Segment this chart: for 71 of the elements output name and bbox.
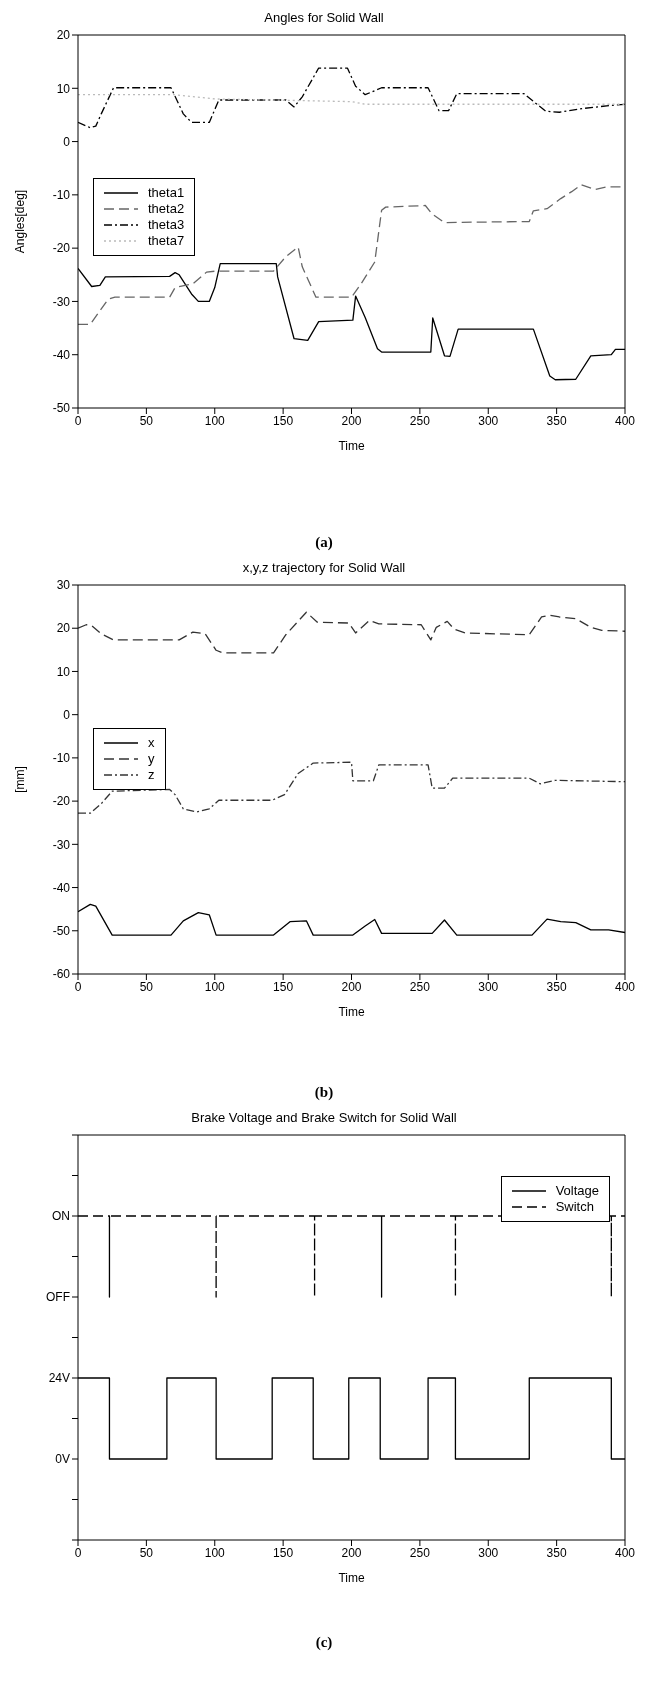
y-tick-label: -30 — [52, 837, 71, 852]
x-tick-label: 400 — [614, 1545, 636, 1560]
x-axis-title: Time — [338, 1005, 365, 1019]
x-tick-label: 250 — [409, 979, 431, 994]
y-tick-label: 24V — [48, 1371, 70, 1386]
x-axis-title: Time — [338, 439, 365, 453]
x-tick-label: 0 — [74, 413, 82, 428]
y-tick-label: 0 — [63, 707, 71, 722]
x-tick-label: 300 — [478, 413, 499, 428]
chart-title: Angles for Solid Wall — [263, 9, 385, 27]
legend-label: Switch — [555, 1199, 594, 1215]
y-tick-label: -10 — [52, 188, 71, 203]
x-tick-label: 400 — [614, 413, 636, 428]
x-tick-label: 200 — [341, 413, 362, 428]
y-tick-label: 10 — [56, 81, 71, 96]
y-tick-label: 0 — [63, 134, 71, 149]
legend-label: x — [148, 735, 155, 751]
x-tick-label: 300 — [478, 979, 499, 994]
x-tick-label: 350 — [546, 413, 567, 428]
x-tick-label: 150 — [273, 413, 294, 428]
y-tick-label: 30 — [56, 578, 71, 593]
y-tick-label: -50 — [52, 924, 71, 939]
x-tick-label: 200 — [341, 1545, 362, 1560]
y-tick-label: -20 — [52, 241, 71, 256]
x-tick-label: 350 — [546, 1545, 567, 1560]
legend-label: theta2 — [148, 201, 185, 217]
y-tick-label: -50 — [52, 401, 71, 416]
y-tick-label: 10 — [56, 664, 71, 679]
y-tick-label: 20 — [56, 28, 71, 43]
legend-label: z — [148, 767, 155, 783]
y-tick-label: -30 — [52, 294, 71, 309]
x-tick-label: 0 — [74, 1545, 82, 1560]
y-tick-label: 0V — [55, 1452, 70, 1467]
y-axis-title: Angles[deg] — [13, 189, 28, 254]
x-tick-label: 100 — [204, 1545, 226, 1560]
y-tick-label: -20 — [52, 794, 71, 809]
text: (b) — [313, 1084, 335, 1102]
x-tick-label: 50 — [139, 1545, 154, 1560]
legend-label: theta1 — [148, 185, 185, 201]
chart-title: x,y,z trajectory for Solid Wall — [241, 559, 407, 577]
x-tick-label: 150 — [273, 1545, 294, 1560]
x-tick-label: 200 — [341, 979, 362, 994]
y-tick-label: 20 — [56, 621, 71, 636]
x-tick-label: 100 — [204, 413, 226, 428]
x-tick-label: 0 — [74, 979, 82, 994]
x-tick-label: 350 — [546, 979, 567, 994]
y-tick-label: ON — [52, 1209, 70, 1224]
chart-title: Brake Voltage and Brake Switch for Solid Wall — [190, 1109, 458, 1127]
x-tick-label: 250 — [409, 413, 431, 428]
x-tick-label: 50 — [139, 979, 154, 994]
y-tick-label: -10 — [52, 751, 71, 766]
y-axis-title: [mm] — [13, 766, 28, 793]
x-tick-label: 50 — [139, 413, 154, 428]
x-tick-label: 400 — [614, 979, 636, 994]
y-tick-label: OFF — [46, 1290, 70, 1305]
line-series — [78, 94, 625, 105]
legend-label: y — [148, 751, 155, 767]
y-tick-label: -40 — [52, 880, 71, 895]
legend-label: theta7 — [148, 233, 185, 249]
legend-label: theta3 — [148, 217, 185, 233]
legend-label: Voltage — [555, 1183, 599, 1199]
text: (c) — [314, 1634, 334, 1652]
x-tick-label: 150 — [273, 979, 294, 994]
x-axis-title: Time — [338, 1571, 365, 1585]
x-tick-label: 300 — [478, 1545, 499, 1560]
x-tick-label: 100 — [204, 979, 226, 994]
line-series — [78, 611, 625, 654]
y-tick-label: -40 — [52, 347, 71, 362]
y-tick-label: -60 — [52, 967, 71, 982]
x-tick-label: 250 — [409, 1545, 431, 1560]
text: (a) — [314, 534, 334, 552]
